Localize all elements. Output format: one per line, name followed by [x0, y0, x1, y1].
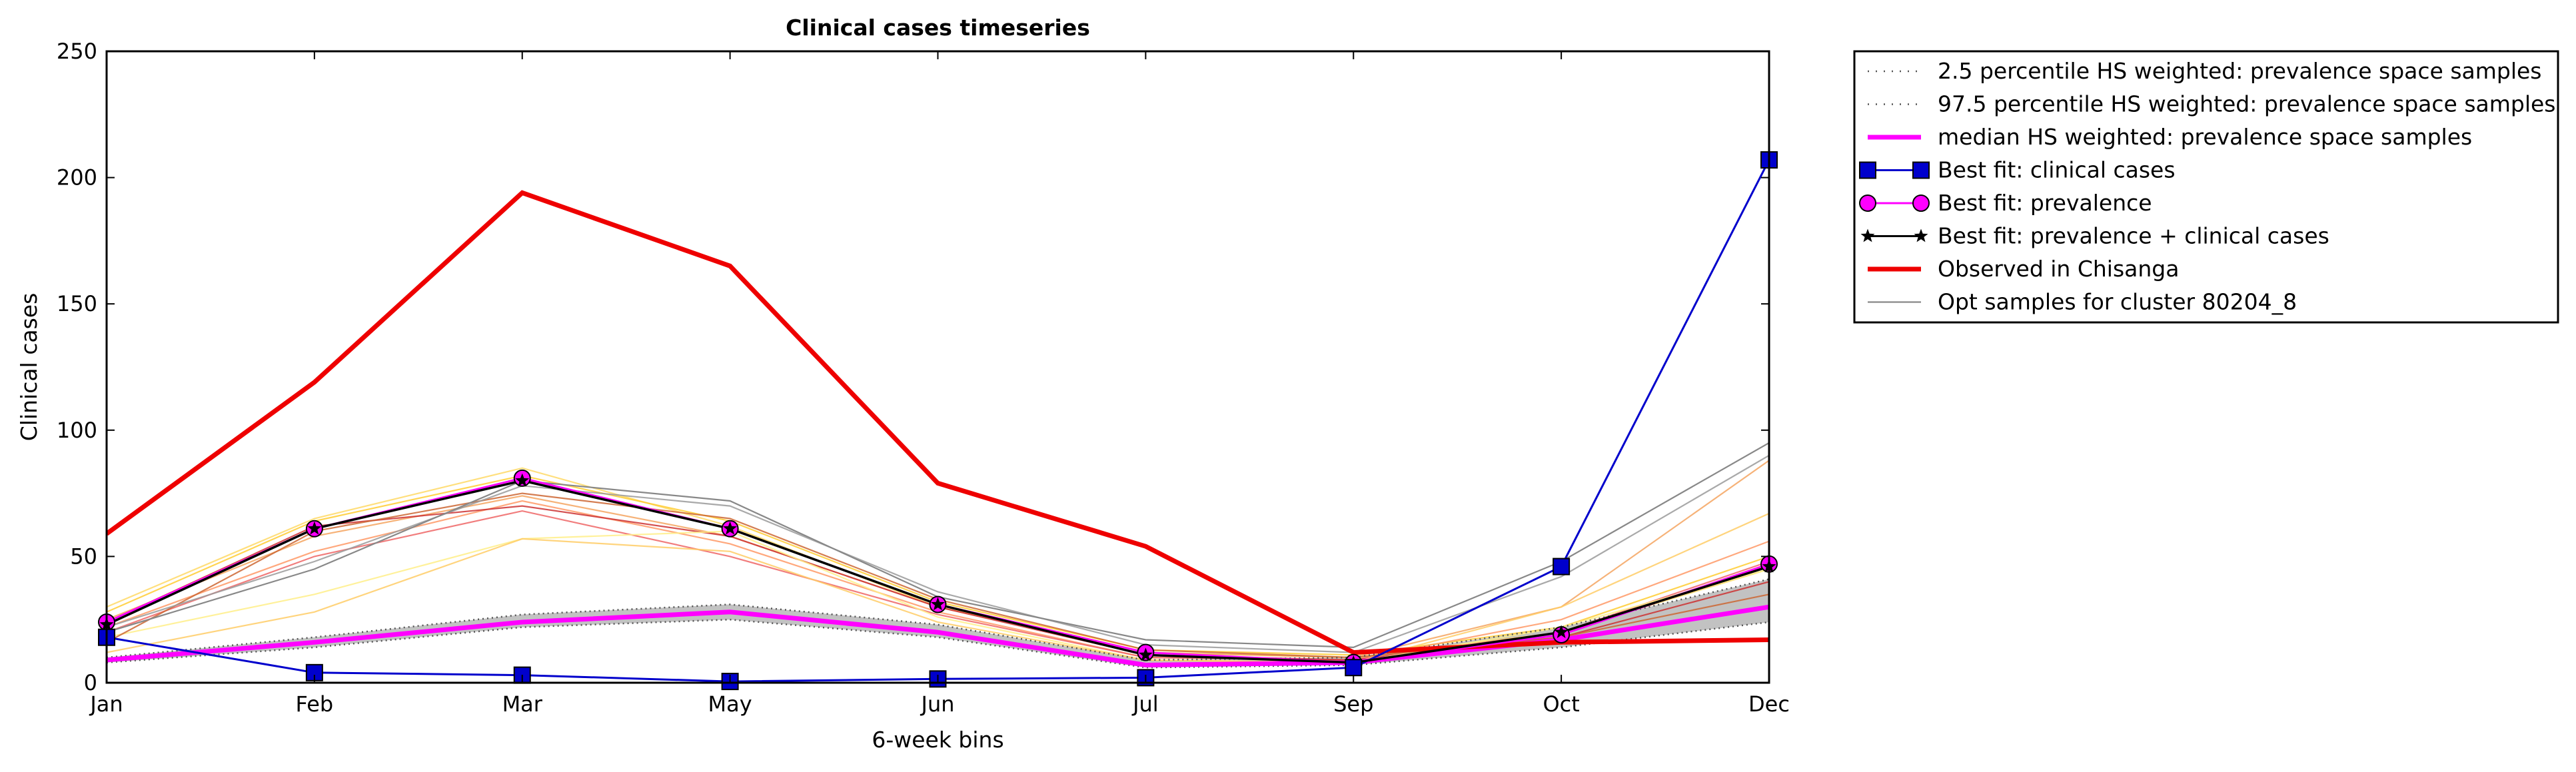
legend-item: Observed in Chisanga: [1868, 256, 2179, 282]
legend-label: Observed in Chisanga: [1938, 256, 2179, 282]
point-bestfit-combined: [307, 521, 322, 535]
x-axis-title: 6-week bins: [872, 727, 1003, 753]
legend-item: 2.5 percentile HS weighted: prevalence s…: [1868, 58, 2542, 84]
legend-marker: [1912, 161, 1930, 179]
y-tick-label: 150: [57, 291, 97, 316]
x-tick-label: May: [708, 691, 752, 717]
point-bestfit-combined: [1554, 625, 1569, 639]
point-bestfit-clinical: [1345, 659, 1363, 677]
point-bestfit-combined: [515, 473, 530, 487]
legend-item: Best fit: prevalence + clinical cases: [1860, 223, 2329, 249]
sample-line-8: [107, 512, 1769, 663]
y-tick-label: 200: [57, 165, 97, 191]
y-axis-title: Clinical cases: [16, 293, 42, 442]
legend-marker: [1859, 161, 1876, 179]
legend-label: Best fit: clinical cases: [1938, 157, 2176, 183]
point-bestfit-clinical: [1553, 558, 1571, 576]
x-tick-label: Jan: [89, 691, 123, 717]
point-bestfit-combined: [723, 521, 738, 535]
y-tick-label: 0: [84, 670, 97, 695]
y-tick-label: 50: [70, 544, 97, 569]
legend-item: Opt samples for cluster 80204_8: [1868, 289, 2297, 315]
legend-label: Best fit: prevalence: [1938, 190, 2152, 216]
legend-item: 97.5 percentile HS weighted: prevalence …: [1868, 91, 2556, 117]
x-axis-ticks: Jan Feb Mar May Jun Jul Sep Oct Dec: [89, 51, 1790, 717]
legend-box: [1853, 50, 2559, 324]
x-tick-label: Sep: [1333, 691, 1373, 717]
series-observed: [107, 190, 1769, 655]
plot-area: [98, 151, 1778, 691]
legend-item: median HS weighted: prevalence space sam…: [1868, 124, 2472, 150]
series-markers: [98, 151, 1778, 691]
legend-label: Best fit: prevalence + clinical cases: [1938, 223, 2329, 249]
legend: 2.5 percentile HS weighted: prevalence s…: [1853, 50, 2559, 324]
legend-label: median HS weighted: prevalence space sam…: [1938, 124, 2472, 150]
point-bestfit-combined: [931, 597, 945, 611]
y-tick-label: 100: [57, 418, 97, 443]
chart-title: Clinical cases timeseries: [786, 15, 1090, 41]
legend-label: 2.5 percentile HS weighted: prevalence s…: [1938, 58, 2542, 84]
y-axis-ticks: 0 50 100 150 200 250: [57, 39, 1769, 695]
legend-item: Best fit: prevalence: [1859, 190, 2152, 216]
x-tick-label: Jun: [920, 691, 955, 717]
legend-label: Opt samples for cluster 80204_8: [1938, 289, 2297, 315]
legend-marker: [1914, 228, 1928, 242]
x-tick-label: Oct: [1543, 691, 1579, 717]
x-tick-label: Dec: [1748, 691, 1790, 717]
point-bestfit-combined: [1138, 647, 1153, 661]
x-tick-label: Mar: [502, 691, 543, 717]
x-tick-label: Feb: [296, 691, 334, 717]
legend-item: Best fit: clinical cases: [1859, 157, 2176, 183]
sample-line-7: [107, 530, 1769, 663]
legend-marker: [1860, 228, 1875, 242]
legend-label: 97.5 percentile HS weighted: prevalence …: [1938, 91, 2556, 117]
x-tick-label: Jul: [1131, 691, 1159, 717]
plot-frame: [105, 50, 1770, 684]
y-tick-label: 250: [57, 39, 97, 64]
series-percentile-1: [107, 618, 1769, 669]
sample-line-10: [107, 454, 1769, 653]
legend-marker: [1912, 194, 1930, 212]
legend-marker: [1859, 194, 1876, 212]
